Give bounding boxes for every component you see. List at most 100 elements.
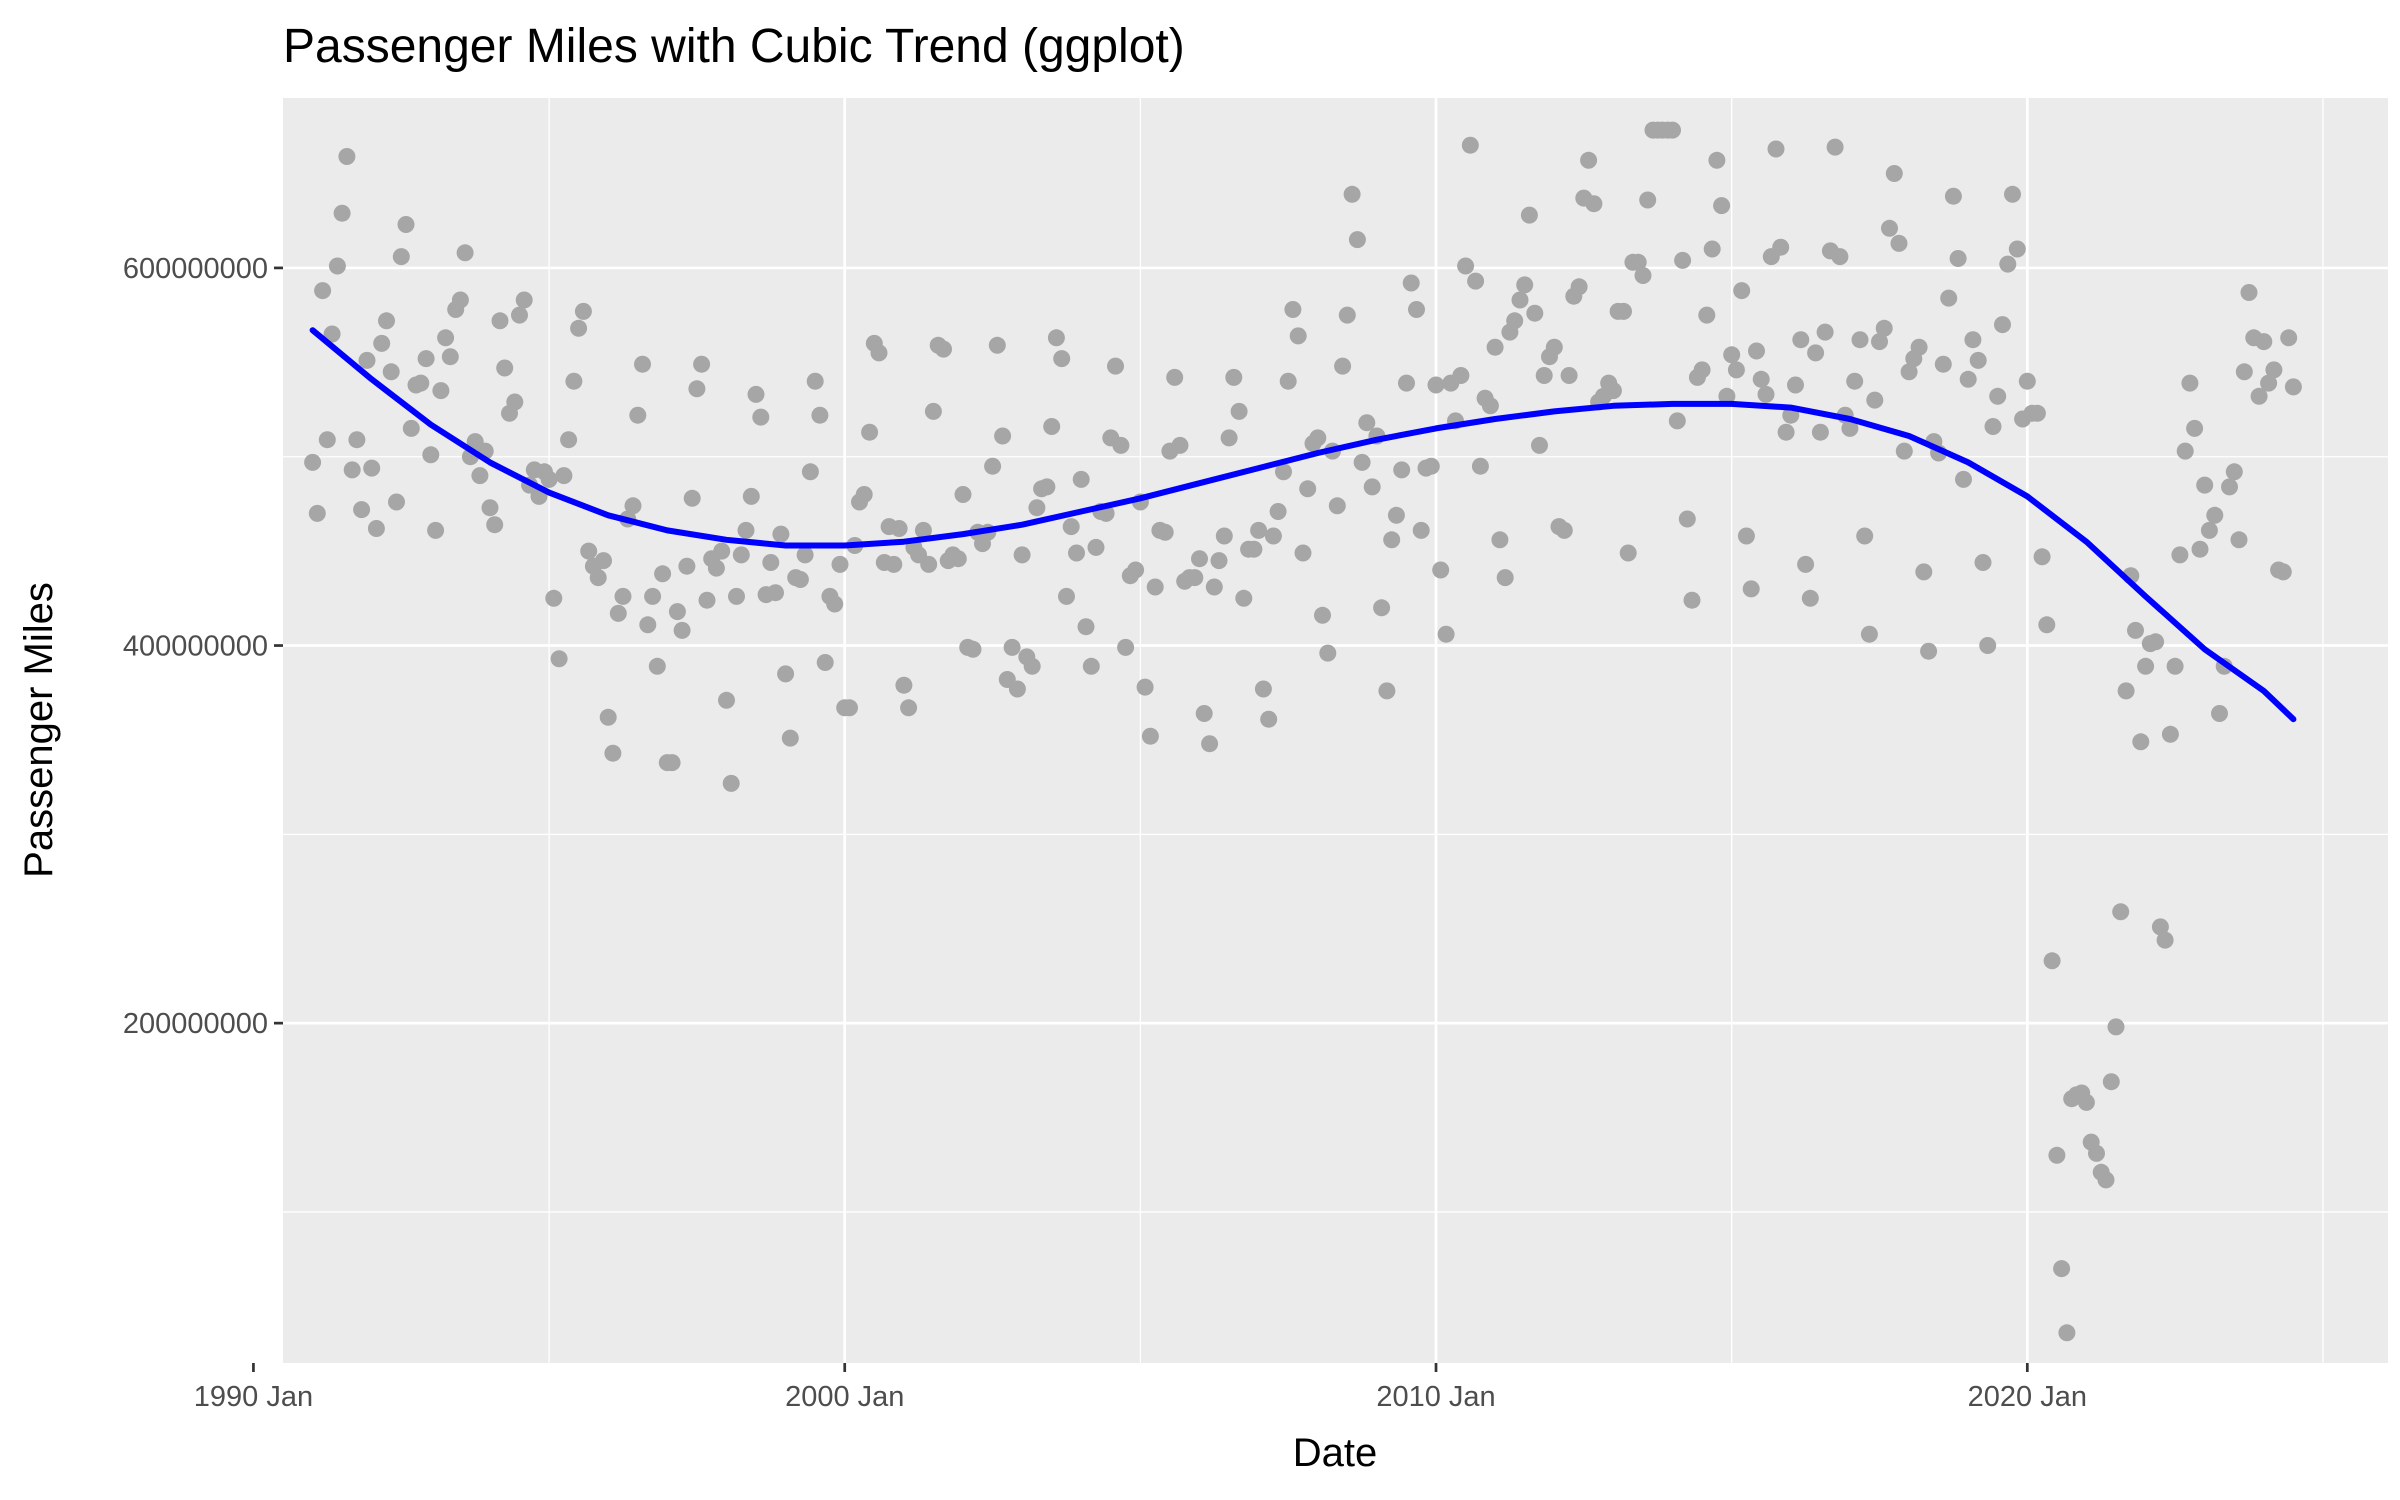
data-point xyxy=(1737,527,1755,545)
data-point xyxy=(693,355,711,373)
data-point xyxy=(2196,476,2214,494)
data-point xyxy=(806,372,824,390)
data-point xyxy=(1412,521,1430,539)
data-point xyxy=(1481,397,1499,415)
cubic-trend-line xyxy=(309,327,2297,723)
data-point xyxy=(506,393,524,411)
data-point xyxy=(1201,735,1219,753)
data-point xyxy=(1373,599,1391,617)
data-point xyxy=(560,431,578,449)
data-point xyxy=(604,744,622,762)
data-point xyxy=(304,453,322,471)
data-point xyxy=(1112,436,1130,454)
data-point xyxy=(1811,423,1829,441)
data-point xyxy=(984,457,1002,475)
data-point xyxy=(496,359,514,377)
data-point xyxy=(870,344,888,362)
data-point xyxy=(388,493,405,511)
data-point xyxy=(1053,350,1071,368)
data-point xyxy=(2112,903,2130,921)
data-point xyxy=(1629,253,1647,271)
data-point xyxy=(2200,521,2218,539)
data-point xyxy=(402,419,420,437)
data-point xyxy=(2038,616,2056,634)
data-point xyxy=(707,559,725,577)
data-point xyxy=(471,467,489,485)
data-point xyxy=(1881,219,1898,237)
x-tick-label: 2020 Jan xyxy=(1968,1381,2087,1413)
data-point xyxy=(2161,725,2179,743)
data-point xyxy=(1792,331,1810,349)
data-point xyxy=(1486,338,1504,356)
data-point xyxy=(1516,276,1534,294)
data-point xyxy=(791,571,809,588)
data-point xyxy=(772,525,790,543)
data-point xyxy=(1708,151,1726,169)
data-point xyxy=(914,521,932,539)
data-point xyxy=(1491,531,1509,549)
data-point xyxy=(481,499,499,517)
data-point xyxy=(1526,304,1544,322)
data-point xyxy=(1994,316,2011,334)
data-point xyxy=(437,329,455,347)
data-point xyxy=(1920,642,1938,660)
data-point xyxy=(1767,140,1785,158)
data-point xyxy=(1890,234,1908,252)
minor-grid xyxy=(283,98,2388,1363)
data-point xyxy=(1964,331,1982,349)
data-point xyxy=(1393,461,1411,479)
data-point xyxy=(2156,931,2174,949)
y-axis-ticks: 200000000 400000000 600000000 xyxy=(123,253,283,1040)
data-point xyxy=(885,555,903,573)
data-point xyxy=(663,754,681,772)
data-point xyxy=(1545,338,1563,356)
data-point xyxy=(2274,563,2292,581)
data-point xyxy=(2250,387,2268,405)
data-point xyxy=(1294,544,1312,562)
data-point xyxy=(688,380,706,398)
major-grid xyxy=(252,98,2388,1363)
data-point xyxy=(595,552,612,570)
data-point xyxy=(1535,367,1553,384)
data-point xyxy=(308,504,326,522)
data-point xyxy=(1496,569,1514,587)
data-point xyxy=(1713,197,1731,215)
data-point xyxy=(1205,578,1223,596)
data-point xyxy=(1634,267,1652,284)
data-point xyxy=(954,486,972,503)
data-point xyxy=(1915,563,1933,581)
data-point xyxy=(515,291,533,309)
data-point xyxy=(614,587,632,605)
data-point xyxy=(668,603,686,621)
data-point xyxy=(713,542,731,560)
data-point xyxy=(511,306,528,324)
data-point xyxy=(639,616,657,634)
data-point xyxy=(1023,657,1041,675)
data-point xyxy=(1999,255,2017,273)
data-point xyxy=(1220,429,1238,447)
data-point xyxy=(367,520,385,537)
data-point xyxy=(1742,580,1760,598)
data-point xyxy=(762,554,780,571)
data-point xyxy=(1580,151,1598,169)
data-point xyxy=(1191,550,1208,568)
data-point xyxy=(1427,376,1445,394)
y-axis-title: Passenger Miles xyxy=(17,582,61,878)
data-point xyxy=(1826,138,1844,156)
data-point xyxy=(609,604,627,622)
data-point xyxy=(796,546,814,564)
data-point xyxy=(1047,329,1065,347)
x-axis-title: Date xyxy=(1293,1431,1378,1475)
data-point xyxy=(1506,312,1524,330)
data-point xyxy=(2225,463,2243,481)
data-point xyxy=(1003,638,1021,656)
data-point xyxy=(570,319,588,337)
chart-title: Passenger Miles with Cubic Trend (ggplot… xyxy=(283,20,1185,73)
data-point xyxy=(1511,291,1529,309)
data-point xyxy=(441,348,459,366)
data-point xyxy=(1127,561,1145,579)
data-point xyxy=(422,446,440,464)
data-point xyxy=(318,431,336,449)
data-point xyxy=(1698,306,1716,324)
data-point xyxy=(1146,578,1164,596)
